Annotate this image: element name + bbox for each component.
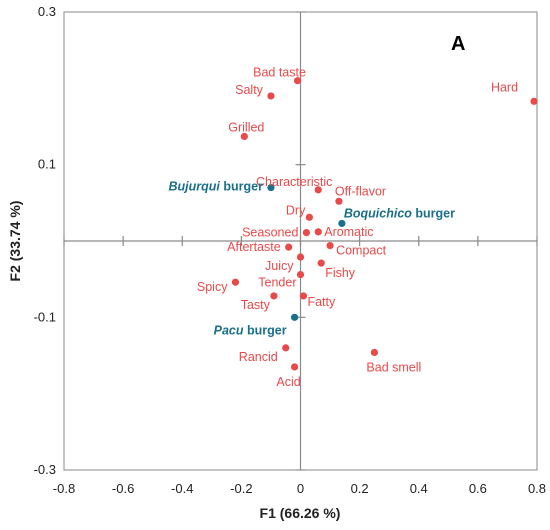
y-tick-label: -0.1 — [34, 309, 56, 324]
attribute-label: Tasty — [241, 298, 271, 312]
attribute-label: Salty — [235, 83, 264, 97]
x-tick-label: -0.4 — [171, 481, 193, 496]
attribute-label: Compact — [336, 244, 387, 258]
data-points — [231, 77, 538, 371]
attribute-label: Aftertaste — [227, 240, 281, 254]
attribute-label: Bad smell — [366, 360, 421, 374]
product-point — [267, 183, 275, 192]
attribute-label: Dry — [286, 203, 306, 217]
attribute-label: Spicy — [197, 280, 228, 294]
attribute-point — [314, 186, 322, 194]
x-tick-label: 0.4 — [410, 481, 428, 496]
attribute-point — [290, 363, 299, 371]
attribute-label: Rancid — [239, 350, 278, 364]
attribute-label: Seasoned — [242, 226, 298, 240]
y-tick-label: 0.1 — [38, 157, 56, 172]
attribute-point — [335, 197, 343, 205]
attribute-label: Fatty — [307, 295, 336, 309]
data-labels: Bad taste Salty Grilled Hard CharacteristicO… — [168, 66, 518, 389]
y-tick-label: 0.3 — [38, 4, 56, 19]
attribute-point — [270, 292, 278, 300]
attribute-point — [530, 97, 538, 105]
y-axis-title: F2 (33.74 %) — [7, 201, 23, 282]
y-tick-label: -0.3 — [34, 462, 56, 477]
product-label: Bujurqui burger — [168, 180, 263, 194]
attribute-label: Characteristic — [256, 175, 332, 189]
product-label: Pacu burger — [214, 323, 287, 337]
attribute-point — [314, 228, 322, 236]
x-tick-label: 0.6 — [469, 481, 487, 496]
attribute-label: Off-flavor — [335, 184, 386, 198]
axes — [63, 11, 538, 471]
x-axis-title: F1 (66.26 %) — [260, 505, 341, 521]
attribute-point — [293, 77, 302, 85]
product-point — [290, 313, 299, 321]
attribute-point — [317, 259, 325, 267]
x-tick-label: -0.6 — [112, 481, 134, 496]
attribute-label: Tender — [258, 276, 296, 290]
attribute-label: Grilled — [228, 120, 264, 134]
attribute-label: Fishy — [325, 266, 356, 280]
attribute-point — [326, 241, 334, 250]
x-tick-label: -0.8 — [53, 481, 75, 496]
attribute-point — [296, 253, 305, 261]
attribute-label: Bad taste — [253, 66, 306, 80]
attribute-label: Hard — [491, 80, 518, 94]
x-tick-label: 0 — [297, 481, 304, 496]
attribute-label: Juicy — [265, 259, 294, 273]
attribute-label: Aromatic — [324, 225, 373, 239]
attribute-point — [302, 229, 311, 237]
x-tick-label: 0.2 — [351, 481, 369, 496]
attribute-point — [231, 278, 240, 286]
x-tick-label: 0.8 — [528, 481, 546, 496]
attribute-point — [285, 243, 293, 251]
attribute-point — [282, 344, 290, 352]
attribute-label: Acid — [276, 375, 300, 389]
attribute-point — [296, 270, 305, 279]
attribute-point — [299, 292, 308, 300]
tick-labels: -0.8 -0.6 -0.4 -0.2 0 0.2 0.4 0.6 0.8 0.3 0.1 -0.1 -… — [34, 4, 546, 496]
attribute-point — [267, 92, 275, 100]
attribute-point — [370, 348, 379, 357]
product-label: Boquichico burger — [344, 206, 455, 220]
product-point — [338, 219, 346, 228]
attribute-point — [305, 213, 313, 221]
x-tick-label: -0.2 — [230, 481, 252, 496]
panel-label: A — [451, 33, 465, 55]
attribute-point — [240, 132, 248, 141]
